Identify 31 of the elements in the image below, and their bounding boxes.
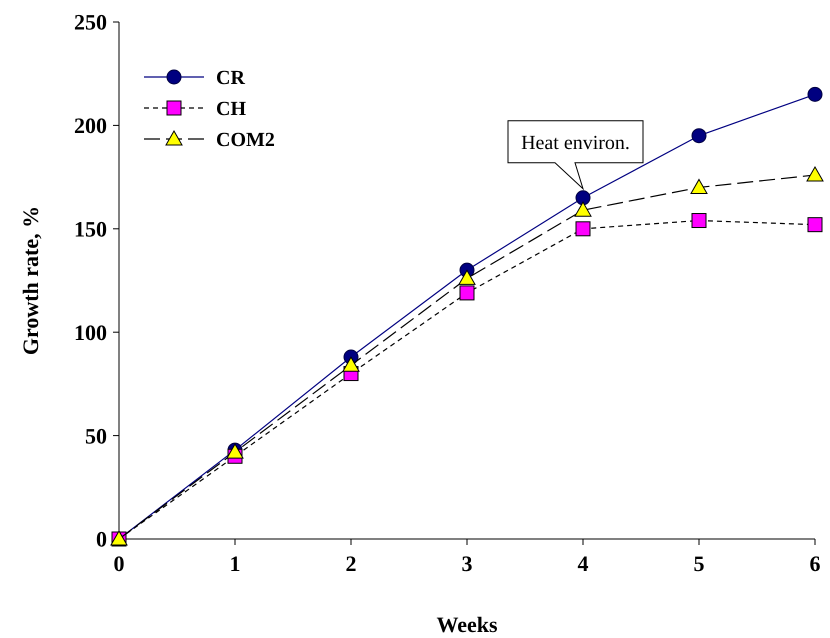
point <box>808 217 822 232</box>
x-tick-label: 1 <box>230 551 240 576</box>
point <box>576 221 590 236</box>
point <box>692 128 706 144</box>
point <box>806 166 824 182</box>
y-axis-title: Growth rate, % <box>18 206 43 356</box>
point <box>576 190 590 206</box>
legend-label: CR <box>216 67 246 89</box>
legend-label: CH <box>216 98 246 120</box>
x-tick-label: 4 <box>578 551 588 576</box>
y-tick-label: 250 <box>74 10 107 35</box>
point <box>460 285 474 300</box>
y-tick-label: 0 <box>96 526 107 552</box>
x-tick-label: 5 <box>694 551 704 576</box>
legend-label: COM2 <box>216 129 275 151</box>
point <box>458 270 476 285</box>
point <box>690 178 708 194</box>
y-tick-label: 150 <box>74 216 107 242</box>
x-tick-label: 6 <box>810 551 820 576</box>
y-tick-label: 200 <box>74 113 107 138</box>
point <box>574 202 592 217</box>
x-axis-title: Weeks <box>436 612 498 637</box>
x-tick-label: 3 <box>462 551 472 576</box>
annotation: Heat environ. <box>521 132 630 154</box>
x-tick-label: 2 <box>346 551 356 576</box>
y-tick-label: 100 <box>74 320 107 345</box>
point <box>808 86 822 102</box>
y-tick-label: 50 <box>85 423 107 448</box>
point <box>692 213 706 228</box>
x-tick-label: 0 <box>114 551 124 576</box>
point <box>342 356 360 372</box>
